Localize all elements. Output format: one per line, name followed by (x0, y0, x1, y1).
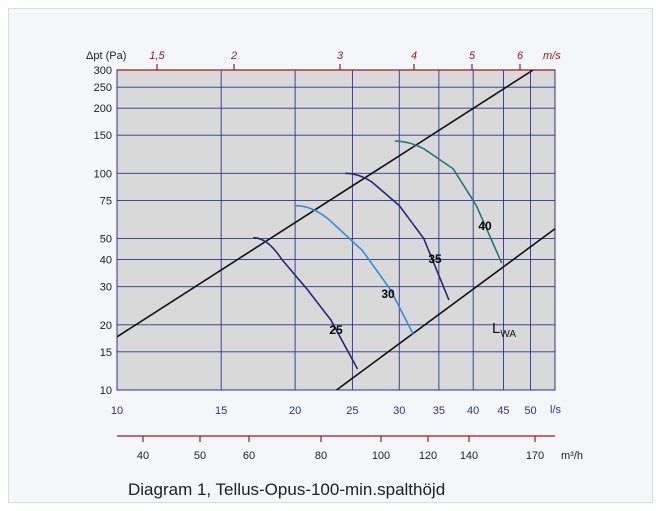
bottom-tick-label-m3h: 120 (419, 450, 437, 462)
y-tick-label: 200 (94, 103, 112, 115)
x-tick-label-ls: 25 (346, 405, 358, 417)
bottom-tick-label-m3h: 60 (243, 450, 255, 462)
y-tick-label: 150 (94, 130, 112, 142)
y-axis-label: Δpt (Pa) (86, 50, 126, 62)
series-label-25: 25 (329, 323, 343, 337)
bottom-tick-label-m3h: 170 (526, 450, 544, 462)
series-curve-30 (295, 204, 415, 336)
y-tick-label: 10 (100, 385, 112, 397)
bottom-tick-label-m3h: 100 (372, 450, 390, 462)
bottom-tick-label-m3h: 80 (315, 450, 327, 462)
series-curve-25 (253, 236, 359, 370)
y-tick-label: 30 (100, 282, 112, 294)
boundary-line (117, 70, 534, 338)
top-unit-ms: m/s (543, 50, 561, 62)
x-tick-label-ls: 10 (111, 405, 123, 417)
y-tick-label: 20 (100, 320, 112, 332)
y-tick-label: 50 (100, 234, 112, 246)
bottom-tick-label-m3h: 140 (460, 450, 478, 462)
plot-area (117, 70, 555, 390)
y-tick-label: 40 (100, 255, 112, 267)
x-tick-label-ls: 30 (393, 405, 405, 417)
top-tick-label-ms: 5 (469, 50, 476, 62)
top-tick-label-ms: 1,5 (149, 50, 165, 62)
y-tick-label: 100 (94, 168, 112, 180)
x-tick-label-ls: 40 (467, 405, 479, 417)
bottom-unit-m3h: m³/h (561, 450, 583, 462)
x-tick-label-ls: 35 (433, 405, 445, 417)
top-tick-label-ms: 3 (337, 50, 344, 62)
bottom-tick-label-m3h: 50 (194, 450, 206, 462)
bottom-tick-label-m3h: 40 (137, 450, 149, 462)
series-curve-40 (394, 140, 503, 264)
top-tick-label-ms: 6 (517, 50, 524, 62)
chart-caption: Diagram 1, Tellus-Opus-100-min.spalthöjd (128, 480, 446, 499)
top-tick-label-ms: 2 (230, 50, 237, 62)
x-tick-label-ls: 45 (497, 405, 509, 417)
x-unit-ls: l/s (550, 404, 562, 416)
y-tick-label: 15 (100, 347, 112, 359)
series-label-35: 35 (428, 252, 442, 266)
y-tick-label: 250 (94, 82, 112, 94)
y-tick-label: 75 (100, 195, 112, 207)
lwa-annotation: LWA (492, 320, 516, 340)
top-tick-label-ms: 4 (411, 50, 417, 62)
x-tick-label-ls: 15 (215, 405, 227, 417)
boundary-line (336, 228, 556, 390)
x-tick-label-ls: 20 (289, 405, 301, 417)
x-tick-label-ls: 50 (524, 405, 536, 417)
y-tick-label: 300 (94, 65, 112, 77)
series-label-40: 40 (478, 219, 492, 233)
series-curve-35 (345, 172, 450, 301)
series-label-30: 30 (381, 287, 395, 301)
